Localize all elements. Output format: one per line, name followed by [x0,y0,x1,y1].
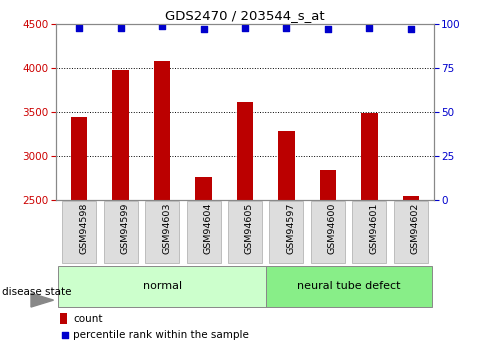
Text: GSM94603: GSM94603 [162,203,171,254]
FancyBboxPatch shape [270,201,303,263]
FancyBboxPatch shape [103,201,138,263]
Polygon shape [31,293,53,307]
Bar [237,102,253,200]
Text: neural tube defect: neural tube defect [297,282,400,291]
Text: GSM94599: GSM94599 [121,203,130,254]
Bar [278,131,295,200]
Bar [71,117,87,200]
Text: normal: normal [143,282,182,291]
Text: GSM94600: GSM94600 [328,203,337,254]
FancyBboxPatch shape [187,201,220,263]
FancyBboxPatch shape [62,201,96,263]
Text: GSM94604: GSM94604 [203,203,213,254]
Point [158,23,166,29]
Point [241,25,249,30]
Point [199,27,207,32]
Point [75,25,83,30]
Text: count: count [74,314,103,324]
Point [61,332,69,337]
Point [407,27,415,32]
Text: GSM94598: GSM94598 [79,203,88,254]
Point [366,25,373,30]
FancyBboxPatch shape [145,201,179,263]
Bar [112,70,129,200]
Bar [154,61,171,200]
Text: percentile rank within the sample: percentile rank within the sample [74,330,249,340]
FancyBboxPatch shape [228,201,262,263]
Text: disease state: disease state [2,287,72,296]
Bar [195,177,212,200]
FancyBboxPatch shape [394,201,428,263]
Title: GDS2470 / 203544_s_at: GDS2470 / 203544_s_at [165,9,325,22]
Point [283,25,291,30]
FancyBboxPatch shape [266,266,432,306]
Bar [60,313,67,324]
Text: GSM94601: GSM94601 [369,203,378,254]
Bar [361,113,378,200]
Bar [403,196,419,200]
FancyBboxPatch shape [58,266,266,306]
Text: GSM94602: GSM94602 [411,203,420,254]
Bar [319,170,336,200]
Text: GSM94597: GSM94597 [287,203,295,254]
Point [117,25,124,30]
FancyBboxPatch shape [311,201,345,263]
Point [324,27,332,32]
FancyBboxPatch shape [352,201,387,263]
Text: GSM94605: GSM94605 [245,203,254,254]
